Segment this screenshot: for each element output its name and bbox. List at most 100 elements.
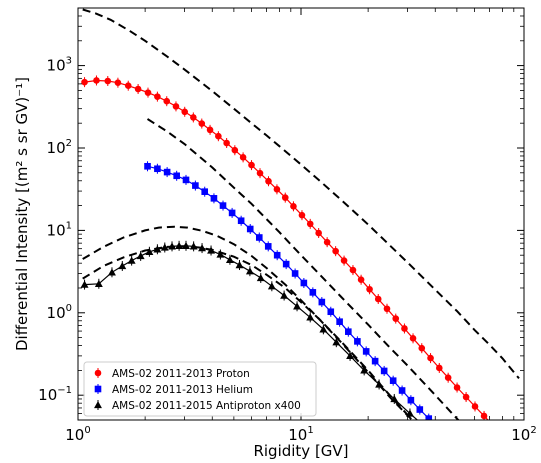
data-point xyxy=(248,161,255,169)
y-tick-label: 100 xyxy=(47,303,72,322)
model-curve-5 xyxy=(82,225,414,420)
x-tick-label: 101 xyxy=(288,425,313,444)
data-point xyxy=(290,203,297,210)
y-tick-label: 102 xyxy=(47,138,72,157)
data-point xyxy=(340,257,348,264)
y-tick-label: 103 xyxy=(47,56,72,75)
tick-layer: 100 101 102 10−1 100 101 102 103 xyxy=(38,7,537,444)
data-point xyxy=(516,450,523,457)
data-point xyxy=(267,282,276,290)
data-point xyxy=(425,415,433,420)
data-point xyxy=(134,85,142,93)
legend-label: AMS-02 2011-2013 Proton xyxy=(112,368,250,380)
data-point xyxy=(383,305,391,313)
data-point xyxy=(264,243,272,250)
data-point xyxy=(319,325,328,333)
data-point xyxy=(461,452,468,459)
data-point xyxy=(181,108,189,116)
data-point xyxy=(215,132,222,140)
data-point xyxy=(225,255,234,263)
model-curve-line xyxy=(82,245,414,420)
x-axis-label: Rigidity [GV] xyxy=(253,442,348,460)
data-point xyxy=(281,194,289,201)
data-point xyxy=(104,77,112,85)
data-point xyxy=(163,97,171,105)
data-point xyxy=(237,217,245,225)
data-point xyxy=(480,412,488,420)
data-point xyxy=(336,318,343,325)
data-point xyxy=(144,162,151,170)
data-point xyxy=(192,182,199,189)
data-point xyxy=(354,338,361,345)
data-point xyxy=(206,126,214,134)
data-point xyxy=(172,103,180,110)
data-point xyxy=(210,195,218,202)
data-point xyxy=(306,313,315,321)
data-point xyxy=(452,443,459,450)
data-point xyxy=(201,188,209,195)
data-point xyxy=(245,267,254,275)
data-point xyxy=(345,328,352,335)
data-series-0 xyxy=(81,75,523,457)
model-curve-3 xyxy=(82,8,520,380)
data-point xyxy=(280,291,289,299)
data-point xyxy=(392,315,400,322)
y-axis-label: Differential Intensity [(m² s sr GV)⁻¹] xyxy=(13,77,31,351)
data-point xyxy=(108,268,116,276)
data-point xyxy=(182,176,190,184)
data-point xyxy=(362,348,370,355)
data-point xyxy=(190,114,197,121)
data-point xyxy=(453,384,461,391)
data-point xyxy=(422,424,430,431)
data-point xyxy=(219,202,227,209)
data-point xyxy=(265,177,272,185)
data-point xyxy=(273,186,281,193)
data-point xyxy=(407,396,415,404)
series-layer xyxy=(80,8,523,459)
x-tick-label: 102 xyxy=(511,425,536,444)
legend: AMS-02 2011-2013 Proton AMS-02 2011-2013 … xyxy=(83,361,317,417)
data-point xyxy=(154,93,161,100)
data-point xyxy=(389,377,397,384)
data-point xyxy=(462,393,470,401)
data-point xyxy=(418,344,426,352)
legend-box xyxy=(83,361,317,417)
model-curve-6 xyxy=(82,245,414,420)
data-point xyxy=(374,295,382,303)
data-series-1 xyxy=(144,161,468,459)
legend-entry: AMS-02 2011-2013 Helium xyxy=(94,384,253,396)
data-point xyxy=(443,434,450,441)
data-point xyxy=(124,82,132,90)
data-point xyxy=(136,251,145,260)
data-point xyxy=(160,243,169,251)
model-curve-line xyxy=(82,8,520,380)
data-point xyxy=(216,250,225,258)
model-curve-line xyxy=(82,225,414,420)
data-point xyxy=(255,234,263,241)
data-point xyxy=(80,280,89,288)
data-point xyxy=(309,289,317,296)
data-point xyxy=(346,351,355,360)
data-point xyxy=(291,270,299,277)
data-point xyxy=(154,165,161,173)
data-point xyxy=(118,262,127,270)
data-point xyxy=(360,366,369,374)
data-point xyxy=(81,78,88,86)
data-point xyxy=(323,238,331,246)
data-point xyxy=(228,209,236,217)
data-point xyxy=(163,168,171,176)
data-point xyxy=(198,120,206,127)
data-point xyxy=(332,338,341,346)
data-point xyxy=(256,169,264,177)
data-point xyxy=(198,244,207,252)
data-point xyxy=(380,367,388,375)
data-point xyxy=(173,172,180,180)
legend-label: AMS-02 2011-2013 Helium xyxy=(112,384,253,396)
data-point xyxy=(306,220,314,228)
data-point xyxy=(427,354,434,362)
data-point xyxy=(409,335,417,342)
legend-entry: AMS-02 2011-2013 Proton xyxy=(94,368,250,380)
data-point xyxy=(444,374,452,382)
x-tick-label: 100 xyxy=(65,425,90,444)
